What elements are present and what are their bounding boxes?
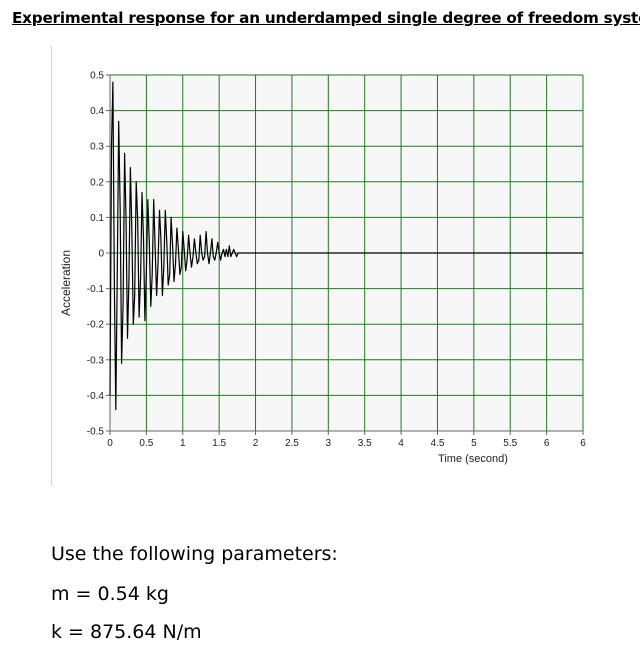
y-tick-label: -0.5 <box>87 427 105 438</box>
x-tick-label: 0 <box>107 438 113 449</box>
x-tick-label: 5 <box>471 438 477 449</box>
x-tick-label: 4 <box>398 438 404 449</box>
param-mass: m = 0.54 kg <box>51 583 169 605</box>
x-tick-label: 1.5 <box>212 438 226 449</box>
page-title: Experimental response for an underdamped… <box>12 9 640 27</box>
x-tick-label: 4.5 <box>431 438 445 449</box>
x-tick-label: 2 <box>253 438 259 449</box>
x-tick-label: 1 <box>180 438 186 449</box>
x-tick-label: 6 <box>580 438 586 449</box>
x-tick-label: 6 <box>544 438 550 449</box>
y-tick-label: -0.1 <box>87 284 105 295</box>
x-tick-label: 2.5 <box>285 438 299 449</box>
y-tick-label: 0 <box>98 249 104 260</box>
y-tick-label: 0.2 <box>90 177 104 188</box>
param-stiffness: k = 875.64 N/m <box>51 621 202 643</box>
x-tick-label: 3 <box>326 438 332 449</box>
x-axis-label: Time (second) <box>438 453 508 465</box>
x-tick-label: 3.5 <box>358 438 372 449</box>
y-tick-label: -0.2 <box>87 320 105 331</box>
y-tick-label: -0.4 <box>87 391 105 402</box>
params-heading: Use the following parameters: <box>51 543 338 565</box>
x-tick-label: 5.5 <box>503 438 517 449</box>
chart-frame: 0.5 0.4 0.3 0.2 0.1 0 -0.1 -0.2 -0.3 -0.4 -0.5 0 0.5… <box>51 46 637 486</box>
y-tick-label: -0.3 <box>87 355 105 366</box>
y-tick-label: 0.5 <box>90 71 104 82</box>
x-tick-label: 0.5 <box>139 438 153 449</box>
acceleration-chart: 0.50.40.30.20.10-0.1-0.2-0.3-0.4-0.50 0.5… <box>59 71 586 466</box>
y-tick-label: 0.1 <box>90 213 104 224</box>
y-tick-label: 0.4 <box>90 106 104 117</box>
acceleration-trace-line <box>109 81 583 411</box>
y-tick-label: 0.3 <box>90 142 104 153</box>
y-axis-label: Acceleration <box>59 250 73 316</box>
